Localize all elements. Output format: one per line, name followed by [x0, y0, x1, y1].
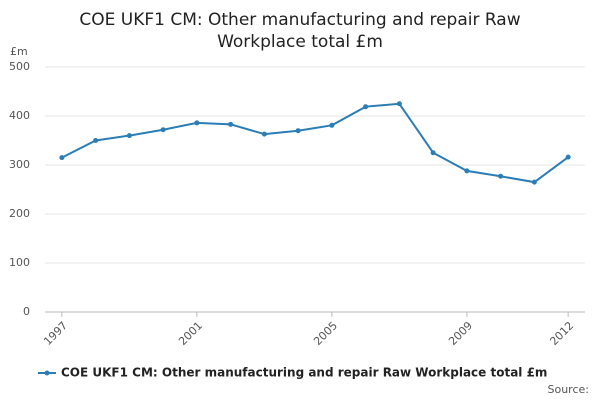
point: [295, 128, 301, 134]
point: [430, 150, 436, 156]
point: [261, 131, 267, 137]
point: [363, 104, 369, 110]
point: [126, 133, 132, 139]
x-tick-label: 2009: [446, 319, 475, 348]
point: [93, 138, 99, 143]
legend-label: COE UKF1 CM: Other manufacturing and rep…: [61, 366, 547, 380]
chart-title: COE UKF1 CM: Other manufacturing and rep…: [79, 10, 520, 30]
point: [329, 122, 335, 128]
point: [396, 101, 402, 107]
series-line: [61, 102, 569, 184]
point: [498, 173, 504, 179]
point: [464, 168, 470, 174]
chart-title: Workplace total £m: [217, 32, 383, 52]
x-tick-label: 2012: [547, 319, 576, 348]
point: [228, 121, 234, 127]
y-tick-label: 300: [9, 158, 30, 171]
x-tick-label: 2001: [176, 319, 205, 348]
y-tick-label: 100: [9, 256, 30, 269]
y-tick-label: 500: [9, 60, 30, 73]
point: [565, 154, 571, 160]
point: [59, 155, 65, 161]
point: [160, 127, 166, 133]
x-tick-label: 2005: [311, 319, 340, 348]
point: [531, 179, 537, 185]
y-tick-label: 400: [9, 109, 30, 122]
legend-marker: [44, 370, 50, 376]
y-tick-label: 0: [23, 305, 30, 318]
y-tick-label: 200: [9, 207, 30, 220]
source: Source:: [548, 383, 590, 396]
point: [194, 120, 200, 126]
y-unit: £m: [10, 45, 28, 58]
x-tick-label: 1997: [41, 319, 70, 348]
